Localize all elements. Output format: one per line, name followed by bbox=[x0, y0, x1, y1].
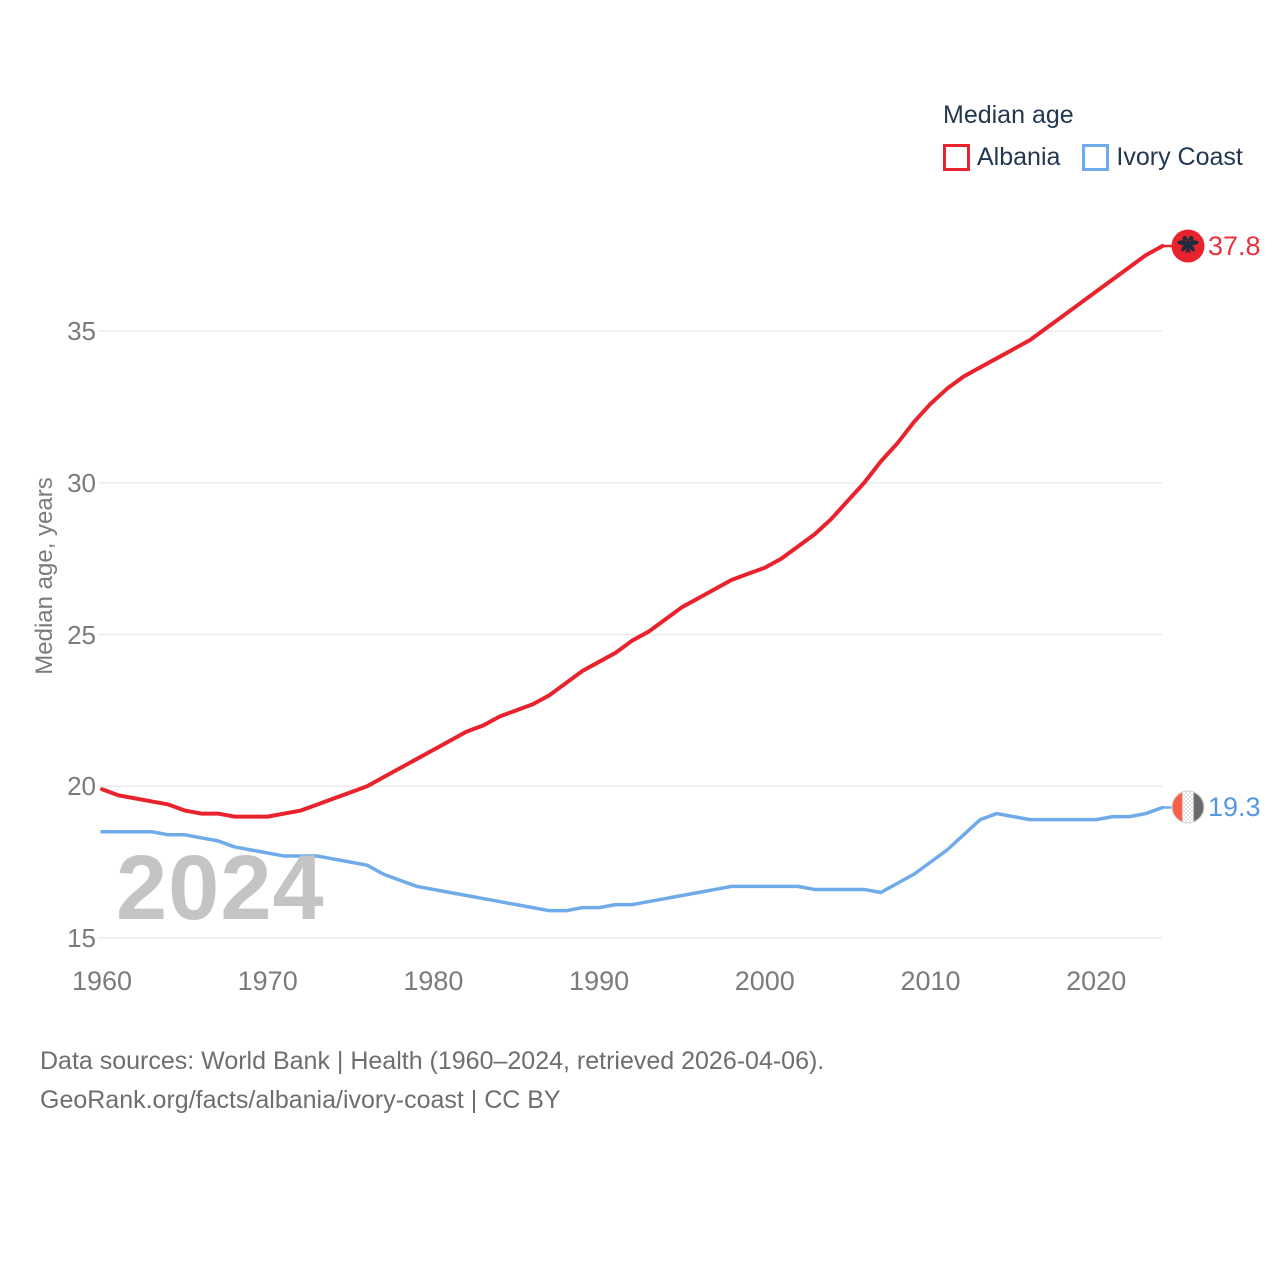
legend-label-albania: Albania bbox=[977, 143, 1061, 171]
watermark-year: 2024 bbox=[116, 837, 325, 939]
footer-data-sources: Data sources: World Bank | Health (1960–… bbox=[40, 1047, 825, 1075]
albania-end-value-label: 37.8 bbox=[1208, 231, 1261, 261]
ivory-coast-end-value-label: 19.3 bbox=[1208, 792, 1261, 822]
x-tick-label: 1990 bbox=[569, 966, 630, 996]
series-line-ivory-coast bbox=[100, 805, 1165, 913]
footer: Data sources: World Bank | Health (1960–… bbox=[40, 1042, 824, 1120]
ivory-coast-series-swatch bbox=[1082, 144, 1110, 171]
albania-flag-icon bbox=[1171, 229, 1205, 263]
x-tick-label: 2010 bbox=[900, 966, 961, 996]
legend-item-albania[interactable]: Albania bbox=[943, 143, 1060, 172]
footer-attribution: GeoRank.org/facts/albania/ivory-coast | … bbox=[40, 1086, 561, 1114]
x-tick-label: 2000 bbox=[734, 966, 795, 996]
y-tick-label: 35 bbox=[67, 316, 96, 346]
double-headed-eagle-icon bbox=[1177, 236, 1199, 254]
albania-series-swatch bbox=[943, 144, 970, 171]
x-tick-label: 1960 bbox=[71, 966, 133, 996]
legend: Median age Albania Ivory Coast bbox=[943, 100, 1273, 172]
y-tick-label: 20 bbox=[67, 771, 96, 802]
series-line-albania bbox=[100, 244, 1165, 819]
legend-items: Albania Ivory Coast bbox=[943, 143, 1273, 172]
y-tick-label: 15 bbox=[67, 923, 96, 953]
x-tick-label: 2020 bbox=[1066, 966, 1127, 996]
y-tick-label: 25 bbox=[67, 619, 96, 650]
x-tick-label: 1970 bbox=[237, 966, 298, 996]
legend-title: Median age bbox=[943, 101, 1074, 129]
y-tick-label: 30 bbox=[67, 467, 96, 498]
y-axis-title: Median age, years bbox=[31, 477, 58, 675]
legend-item-ivory-coast[interactable]: Ivory Coast bbox=[1082, 143, 1243, 172]
x-tick-label: 1980 bbox=[403, 966, 464, 996]
ivory-coast-flag-icon bbox=[1171, 790, 1205, 824]
legend-label-ivory-coast: Ivory Coast bbox=[1116, 143, 1243, 171]
